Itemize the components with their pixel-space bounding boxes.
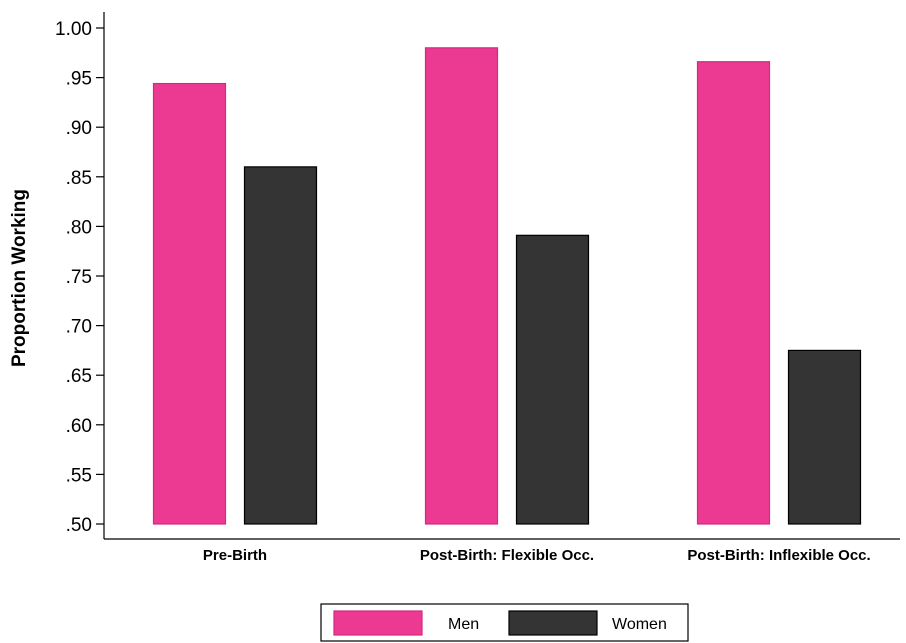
y-axis: .50 .55 .60 .65 .70 .75 .80 .85 .90 .95 1.00 (55, 12, 105, 539)
y-tick-label: .80 (66, 217, 92, 238)
bar-men-0 (152, 82, 227, 525)
legend: Men Women (320, 603, 689, 642)
y-tick-label: .65 (66, 366, 92, 387)
bars (152, 47, 862, 525)
y-tick-label: .50 (66, 515, 92, 536)
y-tick-label: 1.00 (55, 19, 92, 40)
y-tick-label: .60 (66, 416, 92, 437)
y-tick-label: .55 (66, 465, 92, 486)
bar-women-0 (243, 166, 318, 525)
y-axis-label: Proportion Working (9, 189, 30, 367)
legend-swatch-women (508, 610, 598, 636)
bar-women-2 (787, 349, 862, 525)
bar-women-1 (515, 234, 590, 525)
x-axis: Pre-Birth Post-Birth: Flexible Occ. Post-B… (104, 538, 900, 564)
legend-label-men: Men (448, 616, 479, 633)
x-category-label: Post-Birth: Flexible Occ. (420, 547, 594, 564)
y-tick-label: .95 (66, 69, 92, 90)
y-tick-label: .75 (66, 267, 92, 288)
y-tick-label: .70 (66, 317, 92, 338)
legend-swatch-men (333, 610, 423, 636)
y-tick-label: .90 (66, 118, 92, 139)
bar-men-2 (696, 61, 771, 525)
bar-men-1 (424, 47, 499, 525)
y-tick-label: .85 (66, 168, 92, 189)
x-category-label: Pre-Birth (203, 547, 267, 564)
legend-label-women: Women (612, 616, 667, 633)
x-category-label: Post-Birth: Inflexible Occ. (687, 547, 870, 564)
